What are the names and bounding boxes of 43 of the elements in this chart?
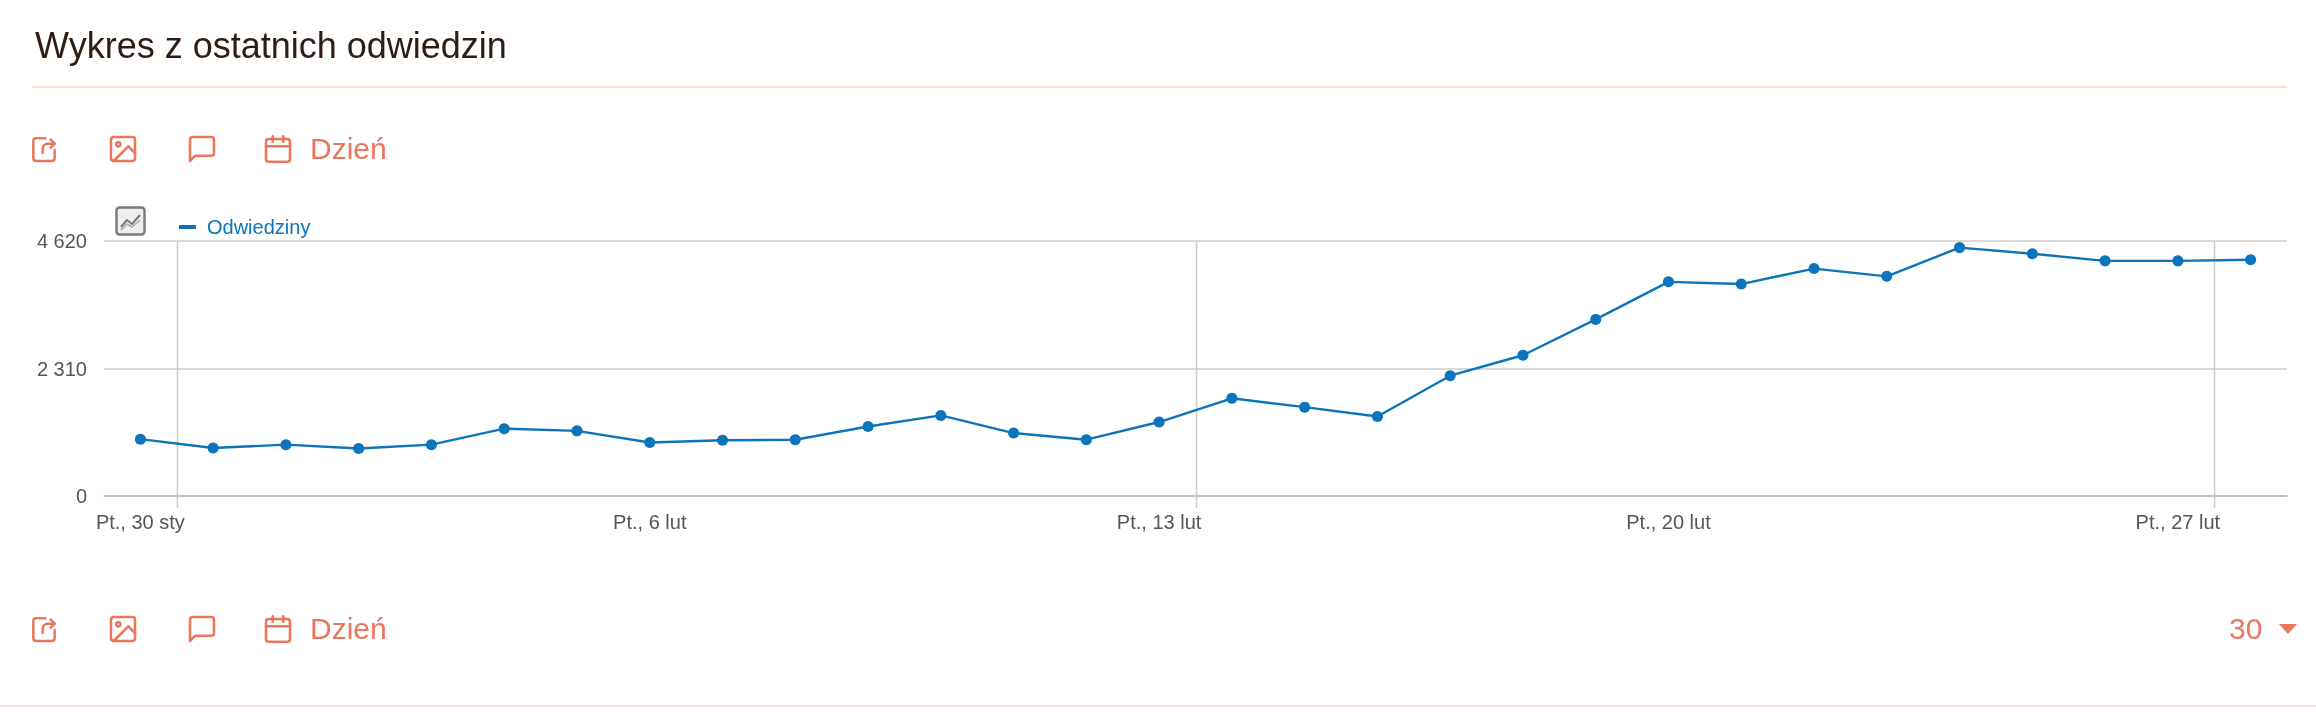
point [1881, 270, 1893, 282]
point [134, 433, 146, 445]
text: 30 [2229, 612, 2263, 646]
point [353, 443, 365, 455]
point [2172, 255, 2184, 267]
point [1590, 313, 1602, 325]
point [717, 434, 729, 446]
point [862, 420, 874, 432]
point [207, 442, 219, 454]
point [1735, 278, 1747, 290]
point [1008, 427, 1020, 439]
point [425, 439, 437, 451]
text: Dzień [310, 612, 387, 646]
point [1080, 434, 1092, 446]
point [280, 439, 292, 451]
point [2245, 254, 2257, 266]
point [1226, 392, 1238, 404]
text: Dzień [310, 132, 387, 166]
y-tick-label: 0 [75, 485, 87, 507]
point [1954, 242, 1966, 254]
point [1808, 263, 1820, 275]
y-tick-label: 2 310 [36, 357, 87, 380]
point [935, 409, 947, 421]
x-tick-label: Pt., 30 sty [95, 511, 185, 533]
x-tick-label: Pt., 6 lut [613, 511, 687, 533]
chart-title: Wykres z ostatnich odwiedzin [35, 24, 507, 66]
y-tick-label: 4 620 [36, 230, 87, 252]
point [1153, 416, 1165, 428]
point [1444, 370, 1456, 382]
x-tick-label: Pt., 20 lut [1626, 511, 1712, 533]
point [571, 425, 583, 437]
point [1662, 276, 1674, 288]
x-tick-label: Pt., 13 lut [1116, 511, 1202, 533]
point [2026, 248, 2038, 260]
point [1299, 401, 1311, 413]
point [1517, 349, 1529, 361]
point [789, 434, 801, 446]
legend-label: Odwiedziny [207, 216, 311, 238]
x-tick-label: Pt., 27 lut [2135, 511, 2221, 533]
point [2099, 255, 2111, 267]
point [498, 423, 510, 435]
point [644, 436, 656, 448]
point [1371, 411, 1383, 423]
